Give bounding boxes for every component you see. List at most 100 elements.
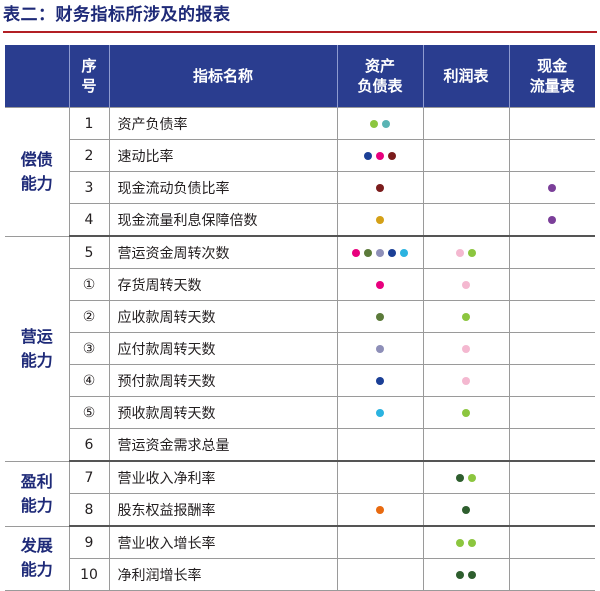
header-seq-line: 号 <box>81 77 97 95</box>
row-indicator-name: 营业收入增长率 <box>108 525 338 559</box>
cell-cash-flow <box>508 171 595 204</box>
row-indicator-name: 股东权益报酬率 <box>108 493 338 527</box>
table-row: 2 速动比率 <box>5 139 595 172</box>
row-seq: ① <box>68 268 110 301</box>
marker-dot <box>376 183 384 192</box>
group-label: 偿债 能力 <box>5 107 70 237</box>
report-table: 序 号 指标名称 资产 负债表 利润表 现金 流量表 偿债 能力 1 资产负债率 2 速动… <box>5 45 595 591</box>
row-seq: ⑤ <box>68 396 110 429</box>
cell-profit-statement <box>422 428 510 462</box>
marker-dot <box>352 248 360 257</box>
marker-dot <box>388 248 396 257</box>
marker-dot <box>376 312 384 321</box>
header-cash-flow-line: 现金 <box>537 57 568 75</box>
group-label-line: 能力 <box>20 173 53 193</box>
marker-dot <box>376 505 384 514</box>
group-label-line: 发展 <box>20 536 53 556</box>
table-row: 3 现金流动负债比率 <box>5 171 595 204</box>
cell-balance-sheet <box>336 235 424 269</box>
group-label-line: 盈利 <box>20 471 53 491</box>
row-indicator-name: 应收款周转天数 <box>108 300 338 333</box>
header-balance-sheet-line: 负债表 <box>357 77 403 95</box>
row-indicator-name: 预收款周转天数 <box>108 396 338 429</box>
row-seq: 3 <box>68 171 110 204</box>
cell-balance-sheet <box>336 558 424 591</box>
marker-dot <box>468 248 476 257</box>
cell-cash-flow <box>508 493 595 527</box>
cell-cash-flow <box>508 300 595 333</box>
cell-cash-flow <box>508 139 595 172</box>
row-indicator-name: 速动比率 <box>108 139 338 172</box>
marker-dot <box>376 344 384 353</box>
header-seq-line: 序 <box>81 57 97 75</box>
cell-balance-sheet <box>336 332 424 365</box>
marker-dot <box>400 248 408 257</box>
cell-balance-sheet <box>336 300 424 333</box>
cell-cash-flow <box>508 203 595 237</box>
row-indicator-name: 营业收入净利率 <box>108 460 338 494</box>
cell-balance-sheet <box>336 428 424 462</box>
marker-dot <box>376 280 384 289</box>
cell-profit-statement <box>422 203 510 237</box>
header-balance-sheet: 资产 负债表 <box>337 45 424 108</box>
header-balance-sheet-line: 资产 <box>364 57 395 75</box>
marker-dot <box>548 183 557 192</box>
marker-dot <box>462 408 470 417</box>
marker-dot <box>462 280 470 289</box>
cell-profit-statement <box>422 558 510 591</box>
table-row: 6 营运资金需求总量 <box>5 428 595 462</box>
marker-dot <box>468 538 476 547</box>
row-indicator-name: 存货周转天数 <box>108 268 338 301</box>
header-group-blank <box>5 45 70 108</box>
table-row: ⑤ 预收款周转天数 <box>5 396 595 429</box>
table-row: 营运 能力 5 营运资金周转次数 <box>5 235 595 462</box>
row-seq: 2 <box>68 139 110 172</box>
table-header-row: 序 号 指标名称 资产 负债表 利润表 现金 流量表 <box>5 45 595 108</box>
row-indicator-name: 营运资金需求总量 <box>108 428 338 462</box>
cell-balance-sheet <box>336 203 424 237</box>
marker-dot <box>456 473 464 482</box>
row-indicator-name: 预付款周转天数 <box>108 364 338 397</box>
table-row: 盈利 能力 7 营业收入净利率 <box>5 460 595 527</box>
table-row: 8 股东权益报酬率 <box>5 493 595 527</box>
cell-profit-statement <box>422 300 510 333</box>
marker-dot <box>376 376 384 385</box>
marker-dot <box>462 312 470 321</box>
cell-profit-statement <box>422 235 510 269</box>
cell-profit-statement <box>422 107 510 140</box>
header-cash-flow-line: 流量表 <box>529 77 575 95</box>
cell-profit-statement <box>422 139 510 172</box>
marker-dot <box>462 344 470 353</box>
cell-profit-statement <box>422 268 510 301</box>
marker-dot <box>376 151 384 160</box>
cell-balance-sheet <box>336 107 424 140</box>
cell-cash-flow <box>508 235 595 269</box>
table-row: 发展 能力 9 营业收入增长率 <box>5 525 595 591</box>
header-indicator: 指标名称 <box>109 45 338 108</box>
cell-cash-flow <box>508 332 595 365</box>
table-row: 10 净利润增长率 <box>5 558 595 591</box>
cell-balance-sheet <box>336 525 424 559</box>
marker-dot <box>364 151 372 160</box>
cell-cash-flow <box>508 558 595 591</box>
marker-dot <box>462 505 470 514</box>
row-seq: 4 <box>68 203 110 237</box>
cell-profit-statement <box>422 493 510 527</box>
cell-profit-statement <box>422 171 510 204</box>
cell-balance-sheet <box>336 460 424 494</box>
cell-balance-sheet <box>336 396 424 429</box>
marker-dot <box>382 119 390 128</box>
cell-balance-sheet <box>336 139 424 172</box>
cell-balance-sheet <box>336 171 424 204</box>
group-label-line: 能力 <box>20 350 53 370</box>
row-seq: 7 <box>68 460 110 494</box>
marker-dot <box>376 408 384 417</box>
cell-cash-flow <box>508 268 595 301</box>
table-row: ① 存货周转天数 <box>5 268 595 301</box>
row-seq: 1 <box>68 107 110 140</box>
marker-dot <box>364 248 372 257</box>
cell-cash-flow <box>508 107 595 140</box>
group-label-line: 偿债 <box>20 149 53 169</box>
header-seq: 序 号 <box>69 45 110 108</box>
row-indicator-name: 营运资金周转次数 <box>108 235 338 269</box>
